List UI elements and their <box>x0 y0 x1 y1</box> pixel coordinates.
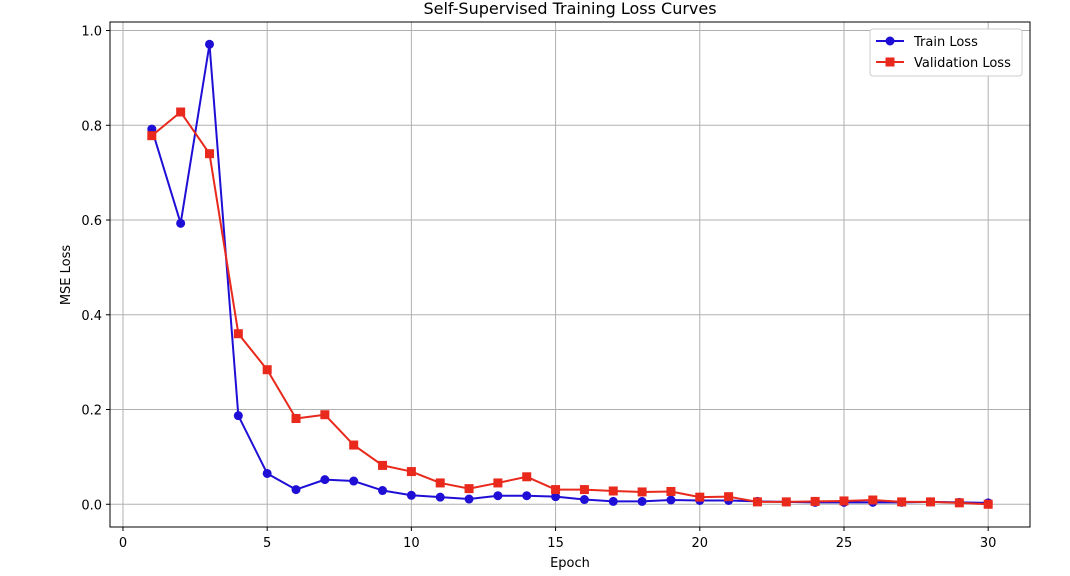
validation-loss-point <box>406 467 416 477</box>
chart-title: Self-Supervised Training Loss Curves <box>423 0 716 18</box>
y-tick-label: 0.8 <box>81 119 102 134</box>
validation-loss-point <box>233 329 243 339</box>
validation-loss-point <box>608 486 618 496</box>
validation-loss-point <box>897 497 907 507</box>
validation-loss-point <box>868 495 878 505</box>
ticks: 0 5 10 15 20 25 30 0.0 0.2 0.4 0.6 0.8 1.0 <box>81 25 996 551</box>
validation-loss-point <box>781 497 791 507</box>
train-loss-point <box>579 495 589 505</box>
x-tick-label: 30 <box>980 536 997 551</box>
validation-loss-point <box>493 478 503 488</box>
train-loss-point <box>522 491 532 501</box>
train-loss-point <box>406 490 416 500</box>
train-loss-line <box>150 43 989 504</box>
train-loss-point <box>493 491 503 501</box>
train-loss-point <box>204 39 214 49</box>
legend-train-label: Train Loss <box>913 35 978 50</box>
train-loss-point <box>378 486 388 496</box>
validation-loss-point <box>176 107 186 117</box>
validation-loss-point <box>551 485 561 495</box>
y-axis-label: MSE Loss <box>59 245 74 306</box>
x-tick-label: 20 <box>692 536 709 551</box>
y-tick-label: 0.0 <box>81 498 102 513</box>
x-tick-label: 25 <box>836 536 853 551</box>
train-loss-point <box>608 496 618 506</box>
validation-loss-point <box>349 440 359 450</box>
x-tick-label: 0 <box>119 536 127 551</box>
validation-loss-point <box>204 149 214 159</box>
validation-loss-point <box>983 499 993 509</box>
validation-loss-point <box>291 414 301 424</box>
validation-loss-point <box>695 492 705 502</box>
train-loss-point <box>176 218 186 228</box>
validation-loss-point <box>926 497 936 507</box>
validation-loss-point <box>579 485 589 495</box>
validation-loss-point <box>666 486 676 496</box>
validation-loss-point <box>262 365 272 375</box>
y-tick-label: 0.6 <box>81 214 102 229</box>
train-loss-point <box>666 495 676 505</box>
legend: Train Loss Validation Loss <box>869 28 1023 77</box>
y-tick-label: 0.4 <box>81 309 102 324</box>
legend-validation-marker <box>885 57 895 67</box>
train-loss-point <box>637 496 647 506</box>
train-loss-point <box>233 411 243 421</box>
train-loss-point <box>464 494 474 504</box>
plot-frame <box>109 21 1031 528</box>
train-loss-point <box>435 492 445 502</box>
series-layer <box>147 39 993 509</box>
validation-loss-point <box>839 496 849 506</box>
x-tick-label: 10 <box>403 536 420 551</box>
legend-validation-label: Validation Loss <box>914 56 1011 71</box>
train-loss-point <box>262 468 272 478</box>
validation-loss-point <box>522 472 532 482</box>
validation-loss-line <box>151 111 989 506</box>
validation-loss-point <box>724 492 734 502</box>
y-tick-label: 1.0 <box>81 25 102 40</box>
legend-train-marker <box>885 36 895 46</box>
validation-loss-point <box>637 487 647 497</box>
validation-loss-point <box>954 498 964 508</box>
train-loss-point <box>551 492 561 502</box>
y-tick-label: 0.2 <box>81 404 102 419</box>
validation-loss-point <box>147 131 157 141</box>
validation-loss-point <box>320 410 330 420</box>
validation-loss-point <box>378 460 388 470</box>
validation-loss-point <box>435 478 445 488</box>
validation-loss-point <box>464 484 474 494</box>
x-axis-label: Epoch <box>550 556 590 571</box>
train-loss-point <box>320 475 330 485</box>
validation-loss-point <box>752 497 762 507</box>
grid <box>110 22 1030 527</box>
legend-box <box>869 28 1023 77</box>
train-loss-point <box>291 485 301 495</box>
x-tick-label: 15 <box>547 536 564 551</box>
validation-loss-point <box>810 496 820 506</box>
train-loss-point <box>349 476 359 486</box>
x-tick-label: 5 <box>263 536 271 551</box>
